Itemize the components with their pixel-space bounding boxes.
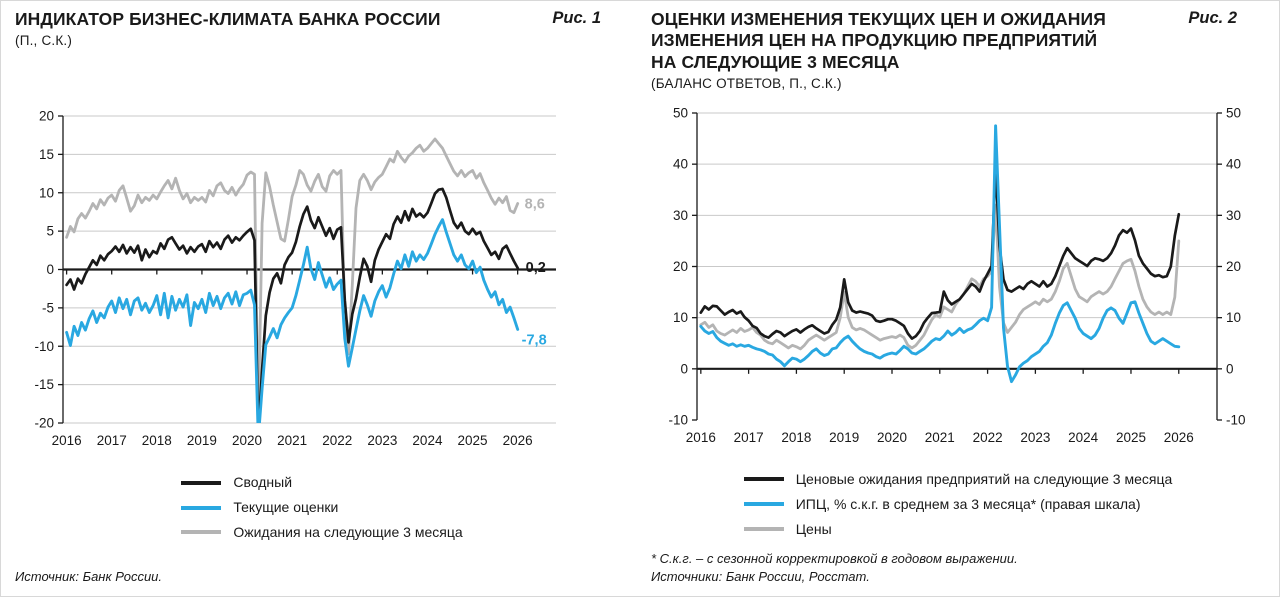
series-end-label: -7,8 — [522, 333, 547, 349]
y-tick-label: -5 — [42, 301, 54, 316]
x-tick-label: 2021 — [277, 433, 307, 448]
y-tick-label: 50 — [1226, 106, 1241, 121]
x-tick-label: 2025 — [1116, 430, 1146, 445]
y-tick-label: 20 — [1226, 259, 1241, 274]
x-tick-label: 2018 — [142, 433, 172, 448]
y-tick-label: 15 — [39, 147, 54, 162]
y-tick-label: 30 — [673, 208, 688, 223]
figure2-footer: * С.к.г. – с сезонной корректировкой в г… — [651, 550, 1265, 588]
figure2-legend: Ценовые ожидания предприятий на следующи… — [743, 471, 1173, 538]
legend-item: Ценовые ожидания предприятий на следующи… — [743, 471, 1173, 488]
legend-item: Ожидания на следующие 3 месяца — [181, 523, 463, 541]
y-tick-label: 30 — [1226, 208, 1241, 223]
x-tick-label: 2022 — [973, 430, 1003, 445]
y-tick-label: 0 — [1226, 361, 1234, 376]
x-tick-label: 2020 — [877, 430, 907, 445]
x-tick-label: 2023 — [367, 433, 397, 448]
y-tick-label: 0 — [680, 361, 688, 376]
legend-item: Текущие оценки — [181, 499, 462, 516]
x-tick-label: 2016 — [686, 430, 716, 445]
series-line — [65, 137, 520, 424]
legend-label: Ожидания на следующие 3 месяца — [233, 523, 463, 540]
figure2-title: ОЦЕНКИ ИЗМЕНЕНИЯ ТЕКУЩИХ ЦЕН И ОЖИДАНИЯ … — [651, 9, 1106, 72]
x-tick-label: 2022 — [322, 433, 352, 448]
legend-item: Сводный — [181, 474, 462, 491]
legend-line-swatch — [743, 527, 784, 532]
figure-1: ИНДИКАТОР БИЗНЕС-КЛИМАТА БАНКА РОССИИ Ри… — [15, 9, 629, 588]
series-line — [65, 218, 520, 424]
x-tick-label: 2021 — [925, 430, 955, 445]
y-tick-label: 10 — [1226, 310, 1241, 325]
y-tick-label: -10 — [1226, 413, 1246, 428]
x-tick-label: 2026 — [1164, 430, 1194, 445]
x-tick-label: 2020 — [232, 433, 262, 448]
legend-item: Цены — [743, 520, 1173, 538]
x-tick-label: 2024 — [1068, 430, 1099, 445]
series-end-label: 0,2 — [526, 260, 546, 276]
figure1-source: Источник: Банк России. — [15, 568, 163, 584]
x-tick-label: 2016 — [52, 433, 82, 448]
legend-label: Цены — [795, 520, 832, 537]
x-tick-label: 2017 — [97, 433, 127, 448]
series-group — [65, 137, 520, 424]
legend-line-swatch — [181, 480, 222, 485]
legend-line-swatch — [743, 502, 784, 507]
legend-label: Ценовые ожидания предприятий на следующи… — [795, 471, 1173, 488]
figure2-subtitle: (БАЛАНС ОТВЕТОВ, П., С.К.) — [651, 76, 842, 92]
legend-label: Текущие оценки — [233, 499, 339, 516]
legend-line-swatch — [743, 477, 784, 482]
y-tick-label: 50 — [673, 106, 688, 121]
figure1-legend: Сводный Текущие оценки Ожидания на следующ… — [181, 474, 463, 541]
y-tick-label: 40 — [1226, 157, 1241, 172]
y-tick-label: -20 — [34, 416, 54, 431]
figure1-number: Рис. 1 — [552, 9, 601, 27]
x-tick-label: 2019 — [829, 430, 859, 445]
figure2-source: Источники: Банк России, Росстат. — [651, 568, 870, 584]
x-tick-label: 2019 — [187, 433, 217, 448]
x-tick-label: 2025 — [458, 433, 488, 448]
figure2-title-row: ОЦЕНКИ ИЗМЕНЕНИЯ ТЕКУЩИХ ЦЕН И ОЖИДАНИЯ … — [651, 9, 1265, 73]
y-tick-label: 20 — [673, 259, 688, 274]
series-line — [699, 124, 1181, 384]
legend-line-swatch — [181, 505, 222, 510]
figure1-title-row: ИНДИКАТОР БИЗНЕС-КЛИМАТА БАНКА РОССИИ Ри… — [15, 9, 629, 30]
series-line — [65, 187, 520, 424]
series-group — [699, 124, 1181, 384]
series-end-label: 8,6 — [525, 197, 545, 213]
y-tick-label: -10 — [34, 339, 54, 354]
legend-label: Сводный — [233, 474, 293, 491]
x-tick-label: 2026 — [503, 433, 533, 448]
x-tick-label: 2024 — [412, 433, 443, 448]
legend-label: ИПЦ, % с.к.г. в среднем за 3 месяца* (пр… — [795, 495, 1141, 512]
figure1-title: ИНДИКАТОР БИЗНЕС-КЛИМАТА БАНКА РОССИИ — [15, 9, 441, 29]
business-climate-chart: 20 15 10 5 0 -5 -10 -15 -20 2016 2017 2018 2019 2020 2… — [34, 109, 556, 448]
figure1-subtitle: (П., С.К.) — [15, 33, 73, 49]
x-tick-label: 2018 — [781, 430, 811, 445]
series-line — [699, 165, 1181, 340]
figure1-footer: Источник: Банк России. — [15, 568, 629, 588]
x-tick-label: 2017 — [734, 430, 764, 445]
figure-2: ОЦЕНКИ ИЗМЕНЕНИЯ ТЕКУЩИХ ЦЕН И ОЖИДАНИЯ … — [651, 9, 1265, 588]
y-tick-label: 10 — [39, 186, 54, 201]
x-tick-label: 2023 — [1020, 430, 1050, 445]
legend-line-swatch — [181, 530, 222, 535]
y-tick-label: -15 — [34, 377, 54, 392]
figure2-number: Рис. 2 — [1188, 9, 1237, 27]
legend-item: ИПЦ, % с.к.г. в среднем за 3 месяца* (пр… — [743, 495, 1173, 513]
series-line — [699, 203, 1181, 351]
y-tick-label: 40 — [673, 157, 688, 172]
y-tick-label: -10 — [668, 413, 688, 428]
y-tick-label: 10 — [673, 310, 688, 325]
y-tick-label: 5 — [46, 224, 54, 239]
y-tick-label: 0 — [46, 262, 54, 277]
figure2-footnote: * С.к.г. – с сезонной корректировкой в г… — [651, 550, 1018, 566]
y-tick-label: 20 — [39, 109, 54, 124]
